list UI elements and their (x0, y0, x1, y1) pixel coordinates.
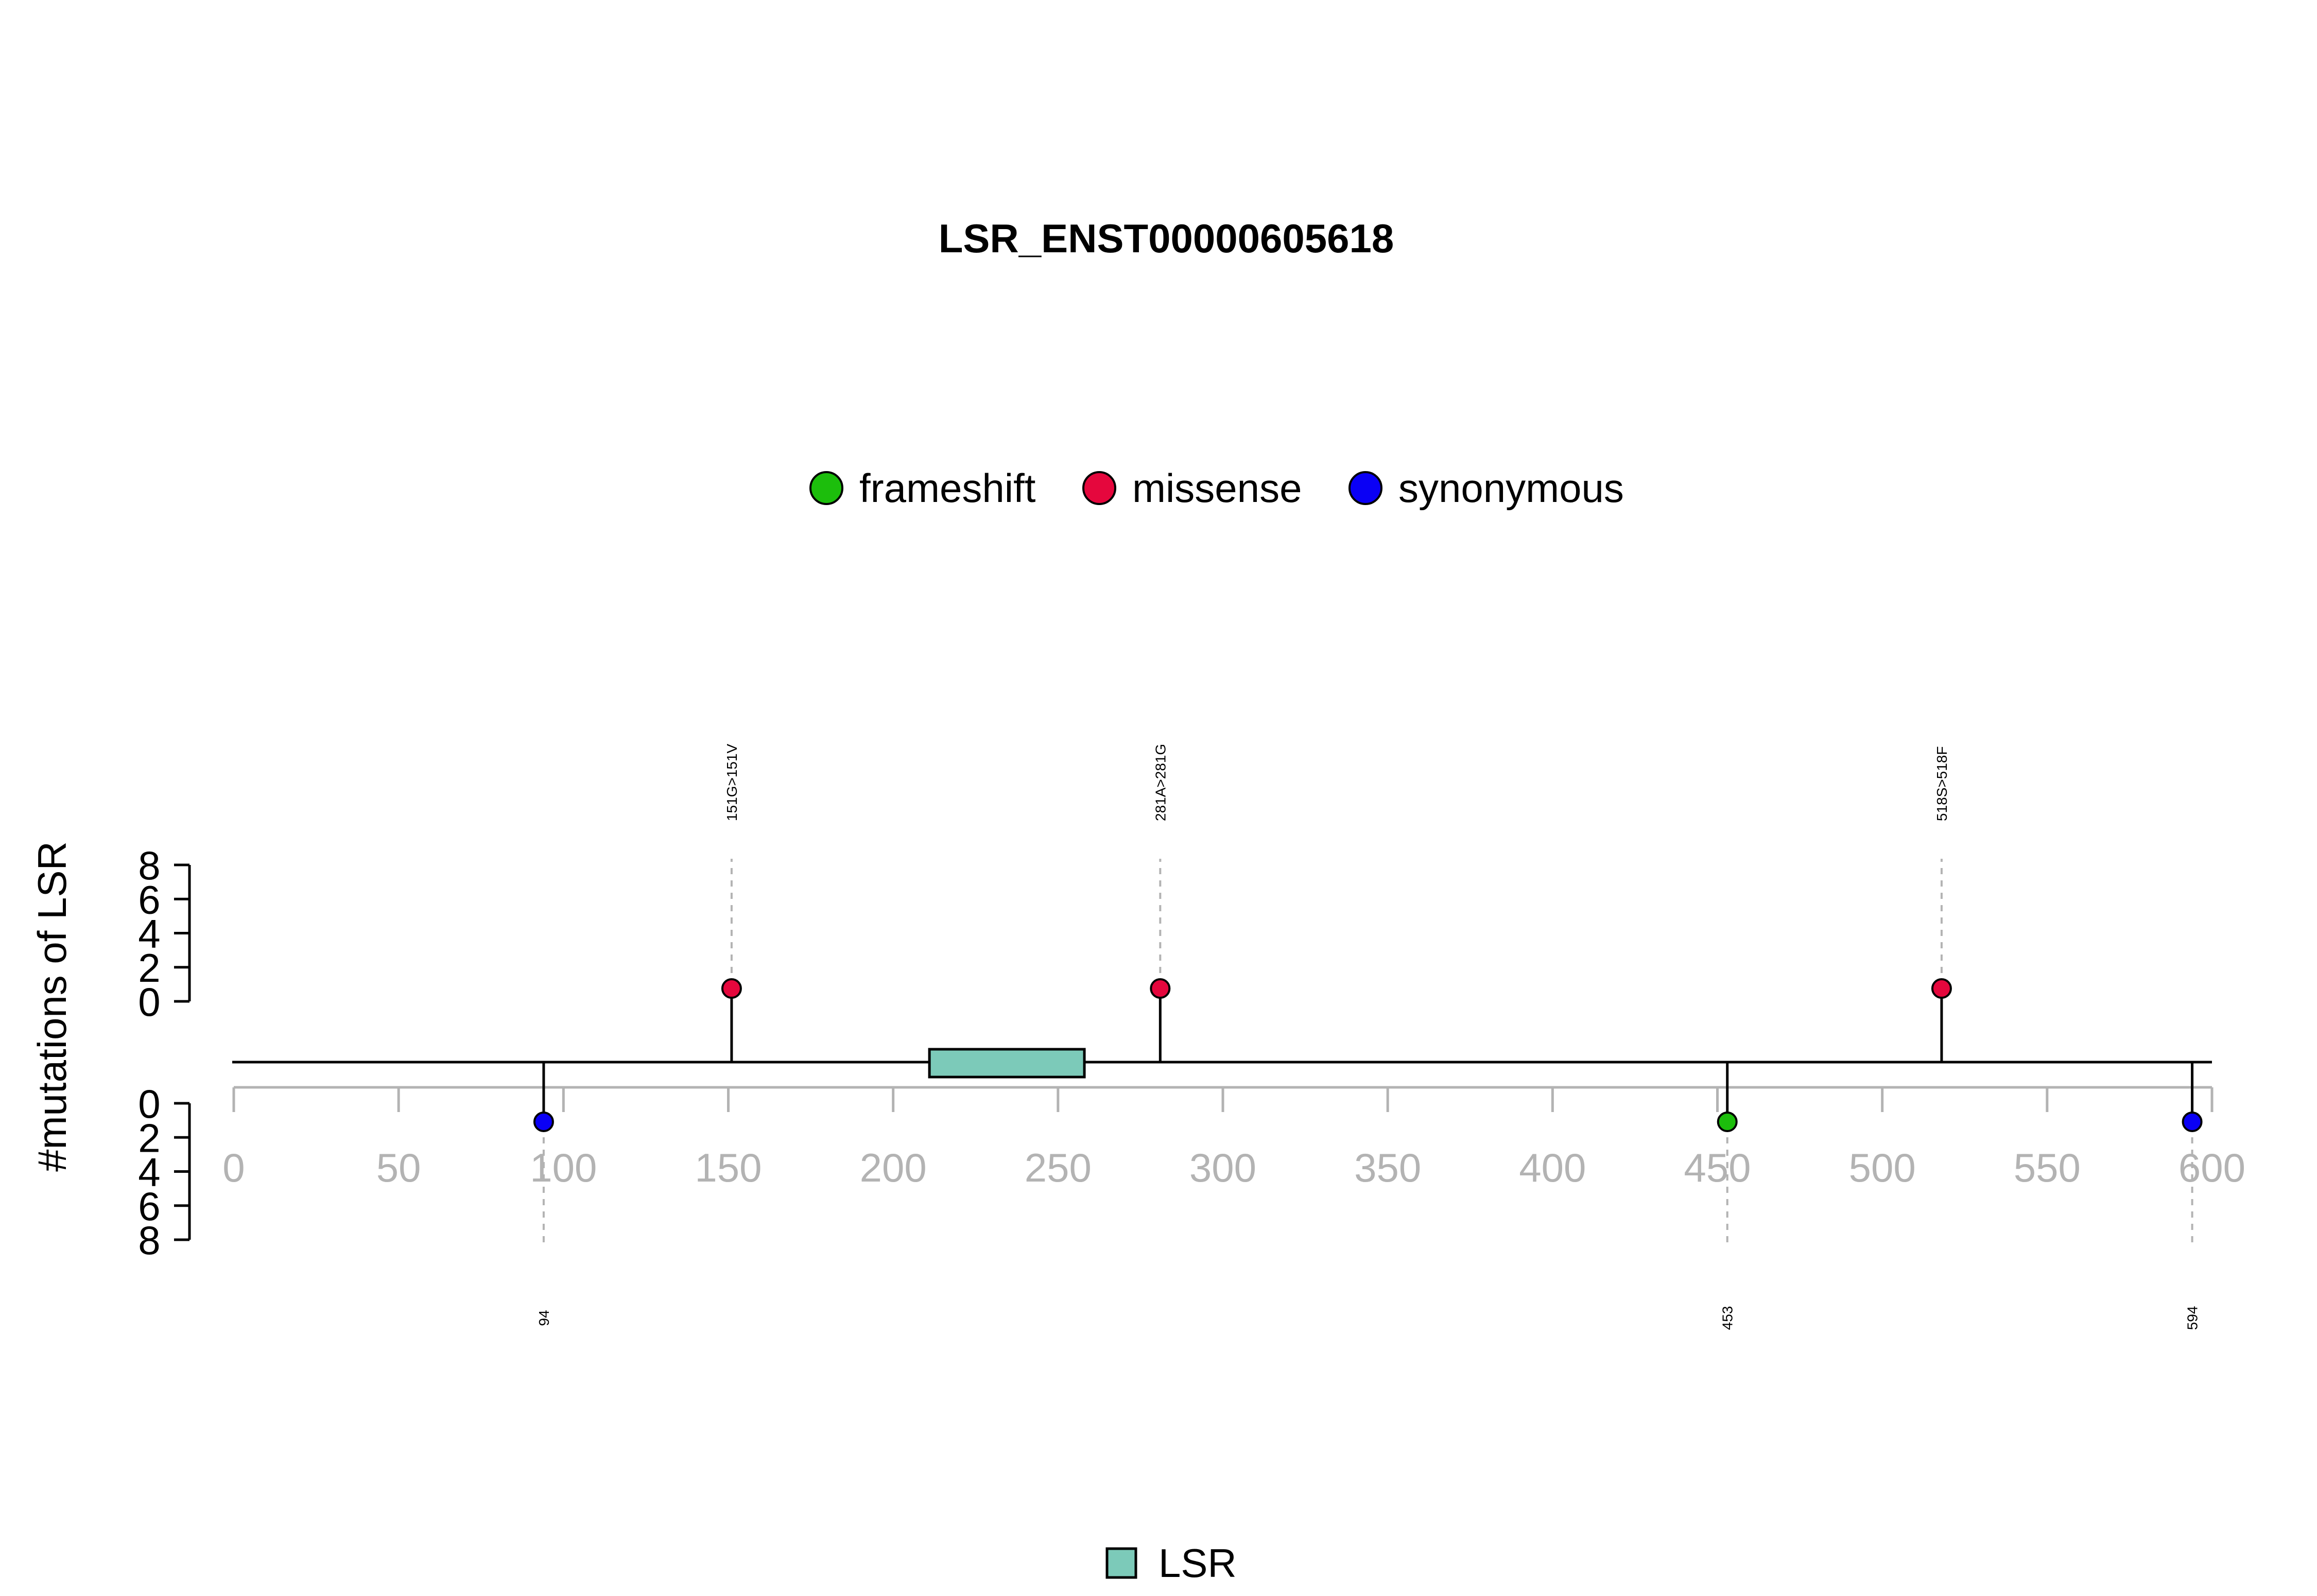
y-tick-label: 8 (138, 1218, 160, 1263)
x-tick-label: 300 (1189, 1145, 1256, 1190)
y-tick-label: 4 (138, 1150, 160, 1195)
lollipop-head-missense (1150, 978, 1171, 999)
mutation-label: 518S>518F (1934, 746, 1950, 821)
x-tick-label: 600 (2178, 1145, 2245, 1190)
y-tick-label: 0 (138, 979, 160, 1025)
y-tick-label: 6 (138, 877, 160, 922)
y-tick-label: 0 (138, 1081, 160, 1126)
lollipop-head-synonymous (2182, 1112, 2203, 1132)
legend-label-synonymous: synonymous (1398, 465, 1624, 511)
y-tick-label: 2 (138, 1115, 160, 1160)
legend-marker-frameshift (809, 471, 843, 505)
mutation-lollipops: 151G>151V 281A>281G 518S>518F 94 453 594 (533, 743, 2203, 1330)
domain-legend-label: LSR (1158, 1540, 1237, 1586)
mutation-label: 94 (536, 1310, 552, 1326)
x-tick-label: 450 (1684, 1145, 1751, 1190)
legend-marker-synonymous (1348, 471, 1382, 505)
x-tick-label: 400 (1519, 1145, 1586, 1190)
x-tick-label: 50 (376, 1145, 421, 1190)
y-tick-label: 8 (138, 843, 160, 888)
x-tick-label: 150 (695, 1145, 762, 1190)
lollipop-head-missense (1931, 978, 1952, 999)
x-tick-label: 0 (222, 1145, 245, 1190)
domain-legend: LSR (1105, 1540, 1237, 1586)
lollipop-head-missense (721, 978, 742, 999)
mutation-label: 151G>151V (724, 743, 740, 821)
y-axis-label: #mutations of LSR (29, 841, 75, 1172)
mutation-label: 594 (2185, 1306, 2201, 1330)
y-tick-label: 6 (138, 1184, 160, 1229)
x-tick-label: 100 (530, 1145, 597, 1190)
lollipop-head-frameshift (1717, 1112, 1738, 1132)
legend-label-missense: missense (1132, 465, 1302, 511)
protein-domains (928, 1048, 1086, 1079)
mutation-type-legend: frameshift missense synonymous (809, 465, 1624, 511)
x-tick-label: 550 (2014, 1145, 2081, 1190)
lollipop-head-synonymous (533, 1112, 554, 1132)
mutation-label: 281A>281G (1152, 744, 1168, 821)
domain-LSR (928, 1048, 1086, 1079)
x-tick-label: 500 (1849, 1145, 1916, 1190)
x-tick-label: 200 (860, 1145, 927, 1190)
legend-label-frameshift: frameshift (859, 465, 1036, 511)
y-tick-label: 4 (138, 911, 160, 957)
x-axis: 0 50 100 150 200 250 300 350 400 450 500 550 600 (222, 1086, 2245, 1190)
x-tick-label: 250 (1025, 1145, 1092, 1190)
chart-title: LSR_ENST00000605618 (939, 216, 1394, 261)
y-tick-label: 2 (138, 945, 160, 991)
legend-marker-missense (1082, 471, 1116, 505)
mutation-label: 453 (1720, 1306, 1736, 1330)
domain-legend-swatch (1105, 1547, 1137, 1579)
x-tick-label: 350 (1354, 1145, 1421, 1190)
